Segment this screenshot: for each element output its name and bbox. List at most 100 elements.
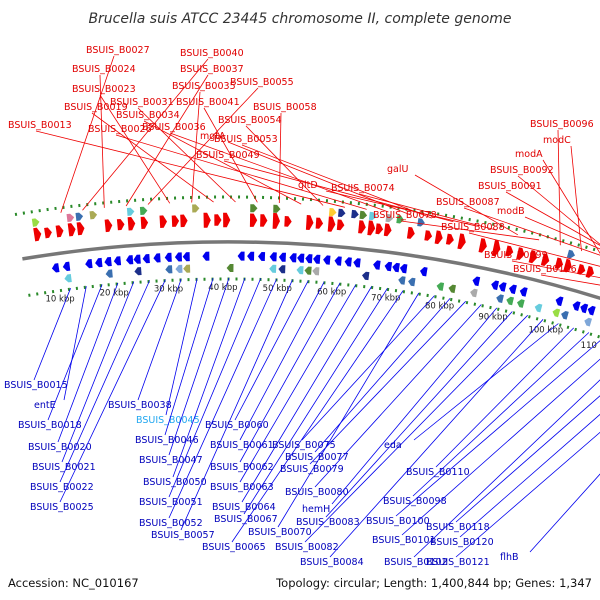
forward-gene-label: BSUIS_B0054 xyxy=(218,115,282,126)
reverse-gene-arrow xyxy=(202,251,210,261)
label-leader-line xyxy=(401,358,600,536)
forward-gene-label: BSUIS_B0055 xyxy=(230,77,294,88)
forward-gene-arrow xyxy=(305,215,314,230)
forward-gene-arrow xyxy=(375,223,384,235)
reverse-gene-label: BSUIS_B0063 xyxy=(210,482,274,493)
label-leader-line xyxy=(169,132,389,213)
label-leader-line xyxy=(459,413,600,538)
reverse-gene-arrow xyxy=(126,255,134,265)
reverse-gene-arrow xyxy=(113,256,122,266)
forward-gene-arrow xyxy=(577,264,586,275)
forward-gene-arrow xyxy=(327,216,336,232)
forward-gene-arrow xyxy=(528,250,538,264)
label-leader-line xyxy=(241,286,372,503)
forward-gene-label: BSUIS_B0088 xyxy=(441,222,505,233)
label-leader-line xyxy=(412,332,590,497)
reverse-gene-arrow xyxy=(237,251,245,261)
summary-text: Topology: circular; Length: 1,400,844 bp… xyxy=(275,576,592,590)
reverse-gene-label: BSUIS_B0025 xyxy=(30,502,94,513)
forward-feature-block xyxy=(139,206,148,215)
reverse-gene-label: BSUIS_B0045 xyxy=(136,415,200,426)
forward-gene-arrow xyxy=(140,216,149,229)
reverse-feature-block xyxy=(561,311,569,320)
label-leader-line xyxy=(243,288,388,515)
genome-rings xyxy=(14,195,600,339)
forward-feature-block xyxy=(385,213,394,223)
kbp-tick-label: 110 kbp xyxy=(581,341,600,351)
label-leader-line xyxy=(99,74,105,208)
forward-feature-block xyxy=(351,209,359,219)
reverse-feature-block xyxy=(312,267,320,276)
forward-gene-label: BSUIS_B0024 xyxy=(72,64,136,75)
label-leader-line xyxy=(60,55,115,213)
reverse-gene-label: entE xyxy=(34,400,56,411)
forward-gene-arrow xyxy=(367,220,376,236)
forward-gene-label: mgtA xyxy=(200,131,226,142)
forward-feature-block xyxy=(273,204,281,213)
forward-feature-block xyxy=(192,204,200,213)
reverse-gene-arrow xyxy=(278,252,286,262)
forward-feature-block xyxy=(126,207,135,216)
forward-gene-arrow xyxy=(563,258,572,273)
reverse-gene-label: BSUIS_B0067 xyxy=(214,514,278,525)
kbp-tick-label: 80 kbp xyxy=(425,302,454,312)
label-leader-line xyxy=(47,284,103,421)
forward-gene-arrow xyxy=(55,225,64,238)
label-leader-line xyxy=(63,286,87,401)
forward-gene-arrow xyxy=(516,247,525,260)
forward-gene-arrow xyxy=(203,212,211,228)
reverse-feature-block xyxy=(436,282,445,291)
forward-feature-block xyxy=(89,211,98,220)
forward-gene-arrow xyxy=(116,219,125,231)
forward-gene-label: gltD xyxy=(298,180,318,191)
forward-feature-block xyxy=(359,210,368,220)
map-title: Brucella suis ATCC 23445 chromosome II, … xyxy=(88,11,511,27)
kbp-tick-label: 60 kbp xyxy=(317,288,346,298)
forward-gene-arrow xyxy=(457,233,466,250)
forward-feature-block xyxy=(75,212,84,221)
reverse-gene-label: BSUIS_B0060 xyxy=(205,420,269,431)
reverse-gene-arrow xyxy=(133,254,141,264)
reverse-gene-label: BSUIS_B0047 xyxy=(139,455,203,466)
label-leader-line xyxy=(329,319,544,558)
reverse-gene-label: BSUIS_B0120 xyxy=(430,537,494,548)
forward-gene-label: modB xyxy=(497,206,525,217)
forward-gene-arrow xyxy=(406,226,415,239)
label-leader-line xyxy=(304,315,528,543)
label-leader-line xyxy=(57,282,119,443)
label-leader-line xyxy=(455,395,600,523)
reverse-gene-arrow xyxy=(142,254,150,264)
reverse-gene-arrow xyxy=(104,257,112,267)
reverse-gene-arrow xyxy=(392,262,400,273)
forward-gene-arrow xyxy=(478,238,487,253)
reverse-feature-block xyxy=(296,266,304,275)
reverse-gene-arrow xyxy=(420,267,428,277)
label-leader-line xyxy=(278,112,282,204)
reverse-gene-arrow xyxy=(519,287,528,297)
label-leader-line xyxy=(147,87,259,205)
forward-gene-label: BSUIS_B0040 xyxy=(180,48,244,59)
label-leader-line xyxy=(91,112,214,203)
reverse-gene-arrow xyxy=(498,282,507,292)
forward-gene-arrow xyxy=(171,215,180,227)
forward-feature-block xyxy=(417,218,425,227)
kbp-tick-label: 10 kbp xyxy=(45,295,74,305)
forward-gene-label: BSUIS_B0053 xyxy=(214,134,278,145)
gene-labels: BSUIS_B0027 BSUIS_B0040 BSUIS_B0024 BSUIS_B… xyxy=(4,45,600,568)
label-leader-line xyxy=(301,295,435,441)
reverse-gene-label: BSUIS_B0102 xyxy=(384,557,448,568)
reverse-gene-label: hemH xyxy=(302,504,330,515)
forward-gene-label: BSUIS_B0087 xyxy=(436,197,500,208)
label-leader-line xyxy=(125,74,209,207)
reverse-gene-arrow xyxy=(51,263,60,273)
reverse-gene-label: BSUIS_B0121 xyxy=(426,557,490,568)
reverse-gene-arrow xyxy=(472,276,481,287)
reverse-gene-label: BSUIS_B0098 xyxy=(383,496,447,507)
forward-gene-arrow xyxy=(180,214,188,228)
label-leader-line xyxy=(239,281,325,441)
forward-gene-arrow xyxy=(214,214,222,226)
reverse-gene-label: BSUIS_B0046 xyxy=(135,435,199,446)
reverse-gene-arrow xyxy=(572,301,581,311)
forward-gene-label: BSUIS_B0019 xyxy=(64,102,128,113)
reverse-feature-block xyxy=(165,265,173,274)
